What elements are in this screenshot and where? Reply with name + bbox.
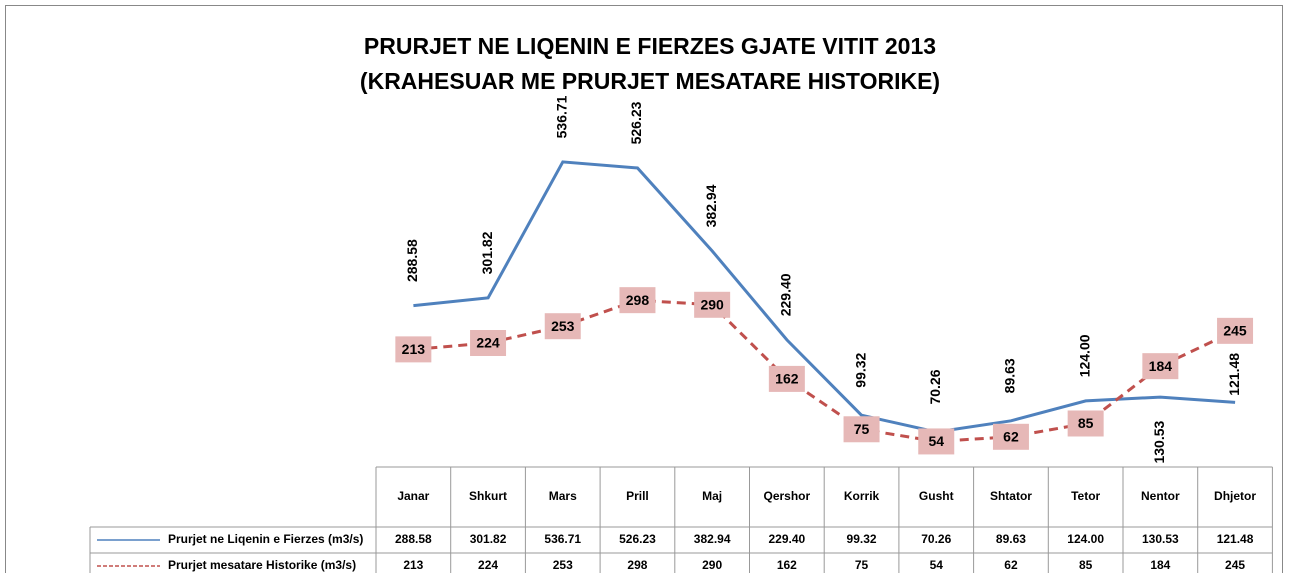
table-value: 253 (553, 558, 573, 572)
data-label: 288.58 (404, 239, 420, 282)
data-label: 229.40 (778, 273, 794, 316)
data-label: 382.94 (703, 184, 719, 227)
label-box (1217, 317, 1254, 344)
data-label-box: 75 (843, 416, 880, 443)
table-value: 184 (1150, 558, 1170, 572)
table-value: 298 (627, 558, 647, 572)
category-label: Qershor (764, 489, 811, 503)
data-label: 224 (476, 335, 500, 351)
category-label: Dhjetor (1214, 489, 1256, 503)
label-box (395, 336, 432, 363)
data-label: 536.71 (553, 95, 569, 138)
category-label: Shkurt (469, 489, 507, 503)
label-box (1142, 353, 1179, 380)
label-box (619, 287, 656, 314)
table-value: 130.53 (1142, 532, 1179, 546)
data-label-box: 162 (768, 365, 805, 392)
data-label-box: 85 (1067, 410, 1104, 437)
data-label: 213 (402, 341, 426, 357)
label-box (694, 291, 731, 318)
category-label: Maj (702, 489, 722, 503)
data-label: 70.26 (927, 369, 943, 404)
category-label: Shtator (990, 489, 1032, 503)
table-value: 162 (777, 558, 797, 572)
table-value: 85 (1079, 558, 1093, 572)
table-value: 70.26 (921, 532, 951, 546)
data-label-box: 245 (1217, 317, 1254, 344)
data-label: 62 (1003, 429, 1019, 445)
label-box (544, 313, 581, 340)
data-label: 162 (775, 371, 799, 387)
data-label: 89.63 (1002, 358, 1018, 393)
label-box (470, 330, 507, 357)
data-label-box: 62 (992, 423, 1029, 450)
data-label-box: 290 (694, 291, 731, 318)
data-label: 124.00 (1076, 334, 1092, 377)
category-label: Prill (626, 489, 649, 503)
data-label: 290 (700, 296, 724, 312)
table-value: 213 (403, 558, 423, 572)
data-label-box: 253 (544, 313, 581, 340)
table-value: 54 (930, 558, 944, 572)
table-value: 62 (1004, 558, 1018, 572)
data-label: 526.23 (628, 101, 644, 144)
table-value: 382.94 (694, 532, 731, 546)
data-label: 301.82 (479, 231, 495, 274)
data-label: 85 (1078, 415, 1094, 431)
table-value: 89.63 (996, 532, 1026, 546)
legend-label: Prurjet mesatare Historike (m3/s) (168, 558, 356, 572)
category-label: Mars (549, 489, 577, 503)
label-box (843, 416, 880, 443)
data-label: 75 (854, 421, 870, 437)
data-label-box: 298 (619, 287, 656, 314)
chart-title: PRURJET NE LIQENIN E FIERZES GJATE VITIT… (364, 33, 936, 59)
category-label: Gusht (919, 489, 954, 503)
label-box (992, 423, 1029, 450)
data-label-box: 224 (470, 330, 507, 357)
table-value: 301.82 (470, 532, 507, 546)
table-value: 526.23 (619, 532, 656, 546)
category-label: Janar (397, 489, 429, 503)
data-label: 54 (928, 433, 944, 449)
category-label: Korrik (844, 489, 880, 503)
data-label: 184 (1149, 358, 1173, 374)
data-label-box: 213 (395, 336, 432, 363)
category-label: Tetor (1071, 489, 1100, 503)
table-value: 99.32 (847, 532, 877, 546)
data-label: 245 (1223, 323, 1247, 339)
category-label: Nentor (1141, 489, 1180, 503)
table-value: 290 (702, 558, 722, 572)
data-label-box: 54 (918, 428, 955, 455)
table-value: 124.00 (1067, 532, 1104, 546)
chart-subtitle: (KRAHESUAR ME PRURJET MESATARE HISTORIKE… (360, 68, 940, 94)
table-value: 224 (478, 558, 498, 572)
data-label: 298 (626, 292, 650, 308)
data-label-box: 184 (1142, 353, 1179, 380)
table-value: 75 (855, 558, 869, 572)
data-label: 99.32 (852, 352, 868, 387)
data-table: Janar Shkurt Mars Prill Maj Qershor Korrik Gush… (89, 466, 1273, 573)
label-box (1067, 410, 1104, 437)
table-value: 121.48 (1217, 532, 1254, 546)
table-value: 288.58 (395, 532, 432, 546)
data-label: 121.48 (1226, 353, 1242, 396)
table-value: 229.40 (768, 532, 805, 546)
label-box (768, 365, 805, 392)
table-value: 536.71 (544, 532, 581, 546)
table-value: 245 (1225, 558, 1245, 572)
label-box (918, 428, 955, 455)
data-label: 130.53 (1151, 421, 1167, 464)
legend-label: Prurjet ne Liqenin e Fierzes (m3/s) (168, 532, 363, 546)
series-line (413, 160, 1236, 434)
data-label: 253 (551, 318, 575, 334)
